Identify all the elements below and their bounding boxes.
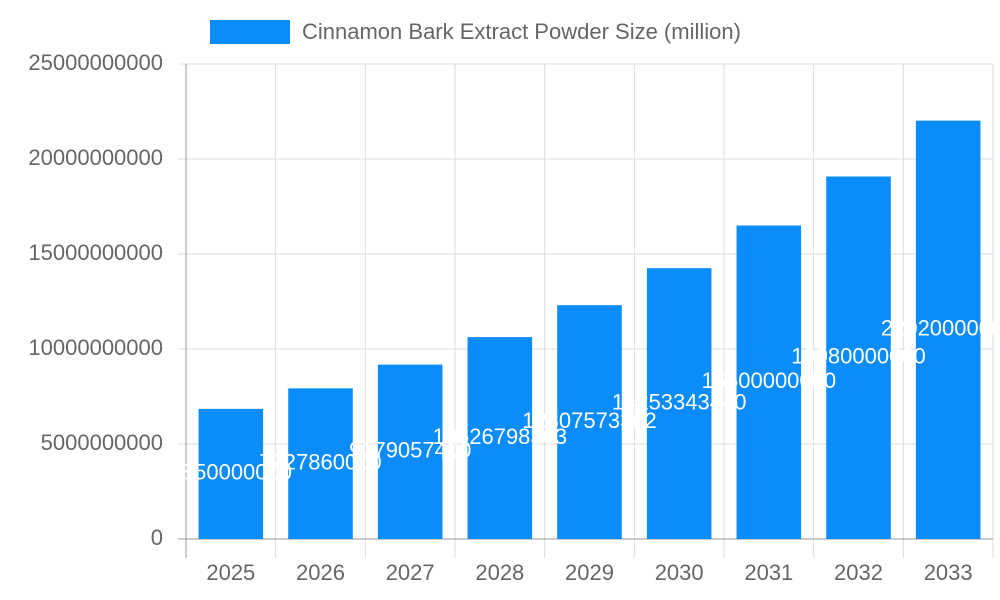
y-tick-label: 10000000000	[28, 335, 163, 360]
data-label: 10626798303	[433, 424, 568, 449]
x-tick-label: 2025	[206, 560, 255, 585]
y-tick-label: 5000000000	[41, 430, 163, 455]
data-label: 7927860000	[259, 449, 381, 474]
y-tick-label: 25000000000	[28, 50, 163, 75]
x-tick-label: 2032	[834, 560, 883, 585]
bar	[198, 408, 264, 539]
bar	[915, 120, 981, 540]
bar	[736, 225, 802, 539]
x-tick-label: 2026	[296, 560, 345, 585]
bar	[288, 388, 353, 539]
data-label: 6850000000	[170, 460, 292, 485]
x-tick-label: 2030	[655, 560, 704, 585]
y-tick-label: 0	[151, 525, 163, 550]
legend-swatch	[210, 20, 290, 44]
x-tick-label: 2028	[475, 560, 524, 585]
y-tick-label: 15000000000	[28, 240, 163, 265]
y-tick-label: 20000000000	[28, 145, 163, 170]
data-label: 12307573302	[522, 408, 657, 433]
legend-label: Cinnamon Bark Extract Powder Size (milli…	[302, 19, 741, 44]
x-tick-label: 2033	[924, 560, 973, 585]
bar	[467, 337, 533, 539]
data-label: 16500000000	[702, 368, 837, 393]
bar	[377, 364, 443, 539]
x-tick-label: 2031	[744, 560, 793, 585]
bar	[646, 268, 712, 539]
data-label: 14253343440	[612, 389, 747, 414]
bar	[826, 176, 891, 540]
x-tick-label: 2027	[386, 560, 435, 585]
bar	[557, 305, 622, 539]
x-tick-label: 2029	[565, 560, 614, 585]
data-label: 22020000000	[881, 316, 1000, 341]
data-label: 9179057400	[349, 438, 471, 463]
data-label: 19080000000	[791, 344, 926, 369]
